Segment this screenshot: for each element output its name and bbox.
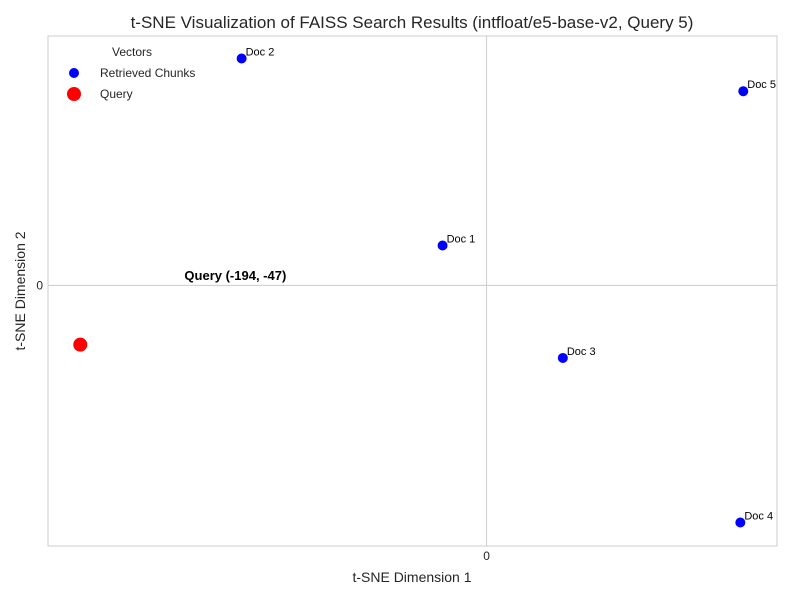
point-label: Doc 4	[744, 510, 773, 522]
point-label: Doc 3	[567, 346, 596, 358]
retrieved-chunk-point	[557, 352, 568, 363]
plot-area: 0 0 Doc 1 Doc 2 Doc 3 Doc 4 Doc 5 Query (-194, …	[36, 35, 778, 563]
legend-marker	[69, 68, 79, 78]
legend-marker	[67, 87, 81, 101]
retrieved-chunk-point	[236, 53, 247, 64]
query-point	[73, 337, 88, 352]
x-tick-label: 0	[483, 549, 490, 563]
point-label: Doc 5	[747, 79, 776, 91]
x-axis-label: t-SNE Dimension 1	[352, 569, 471, 585]
point-label: Doc 1	[447, 234, 476, 246]
legend-title: Vectors	[112, 45, 152, 59]
y-tick-label: 0	[36, 278, 43, 292]
retrieved-chunk-point	[738, 86, 749, 97]
plot-background	[48, 36, 777, 546]
y-axis-label: t-SNE Dimension 2	[12, 231, 28, 350]
query-annotation: Query (-194, -47)	[184, 268, 286, 283]
point-label: Doc 2	[246, 46, 275, 58]
retrieved-chunk-point	[735, 517, 746, 528]
legend-entry: Query	[100, 87, 133, 101]
chart-title: t-SNE Visualization of FAISS Search Resu…	[131, 13, 694, 32]
plot-frame	[47, 35, 778, 547]
legend-entry: Retrieved Chunks	[100, 66, 195, 80]
retrieved-chunk-point	[437, 240, 448, 251]
